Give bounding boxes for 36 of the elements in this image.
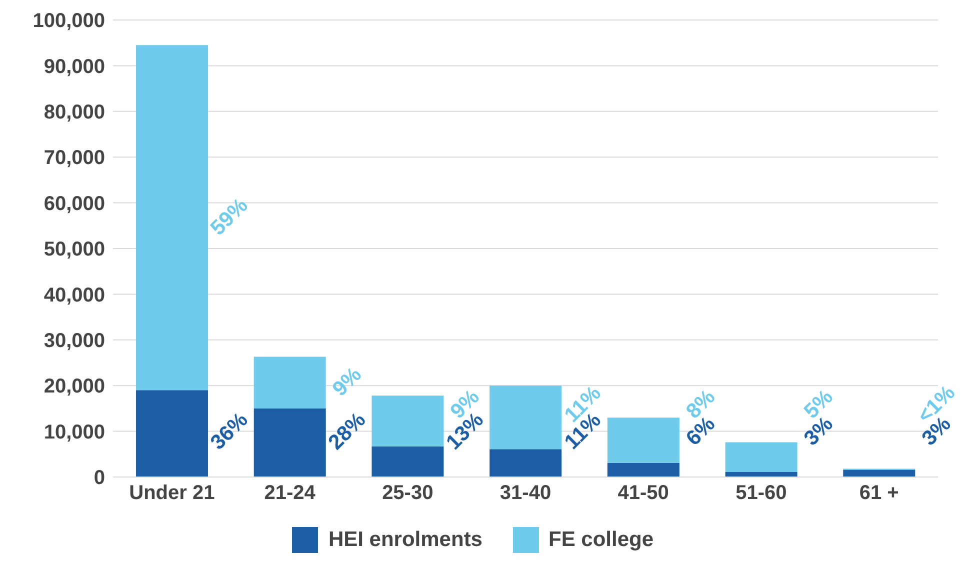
annotation: 36% [206,408,253,454]
y-tick-label: 0 [94,467,105,490]
bar [254,408,326,477]
bar [725,472,798,477]
y-tick-label: 90,000 [44,56,105,78]
x-tick-label: 25-30 [382,482,434,504]
bar [725,442,798,472]
legend-label: FE college [548,528,654,552]
y-tick-label: 20,000 [44,376,105,398]
y-tick-label: 50,000 [44,238,105,261]
y-tick-label: 60,000 [44,192,105,215]
bar [372,446,444,477]
bar [372,396,444,446]
bar [607,462,680,477]
bar [136,390,208,477]
annotation: 59% [206,194,253,240]
legend-label: HEI enrolments [328,528,482,552]
y-tick-label: 10,000 [44,421,105,444]
x-tick-label: 31-40 [500,482,552,504]
bar [254,356,326,408]
y-tick-label: 40,000 [44,284,105,306]
y-tick-label: 80,000 [44,102,105,124]
x-tick-label: Under 21 [129,482,215,504]
x-tick-label: 61 + [859,482,899,504]
bar [490,386,562,450]
bar [136,45,208,390]
y-tick-label: 70,000 [44,147,105,170]
x-tick-label: 21-24 [264,482,316,504]
x-tick-label: 51-60 [736,482,787,504]
bar [607,418,680,463]
y-tick-label: 30,000 [44,330,105,352]
bar [843,470,916,477]
y-tick-label: 100,000 [32,10,105,32]
bar [490,449,562,477]
annotation: 9% [328,362,366,401]
x-tick-label: 41-50 [618,482,669,504]
